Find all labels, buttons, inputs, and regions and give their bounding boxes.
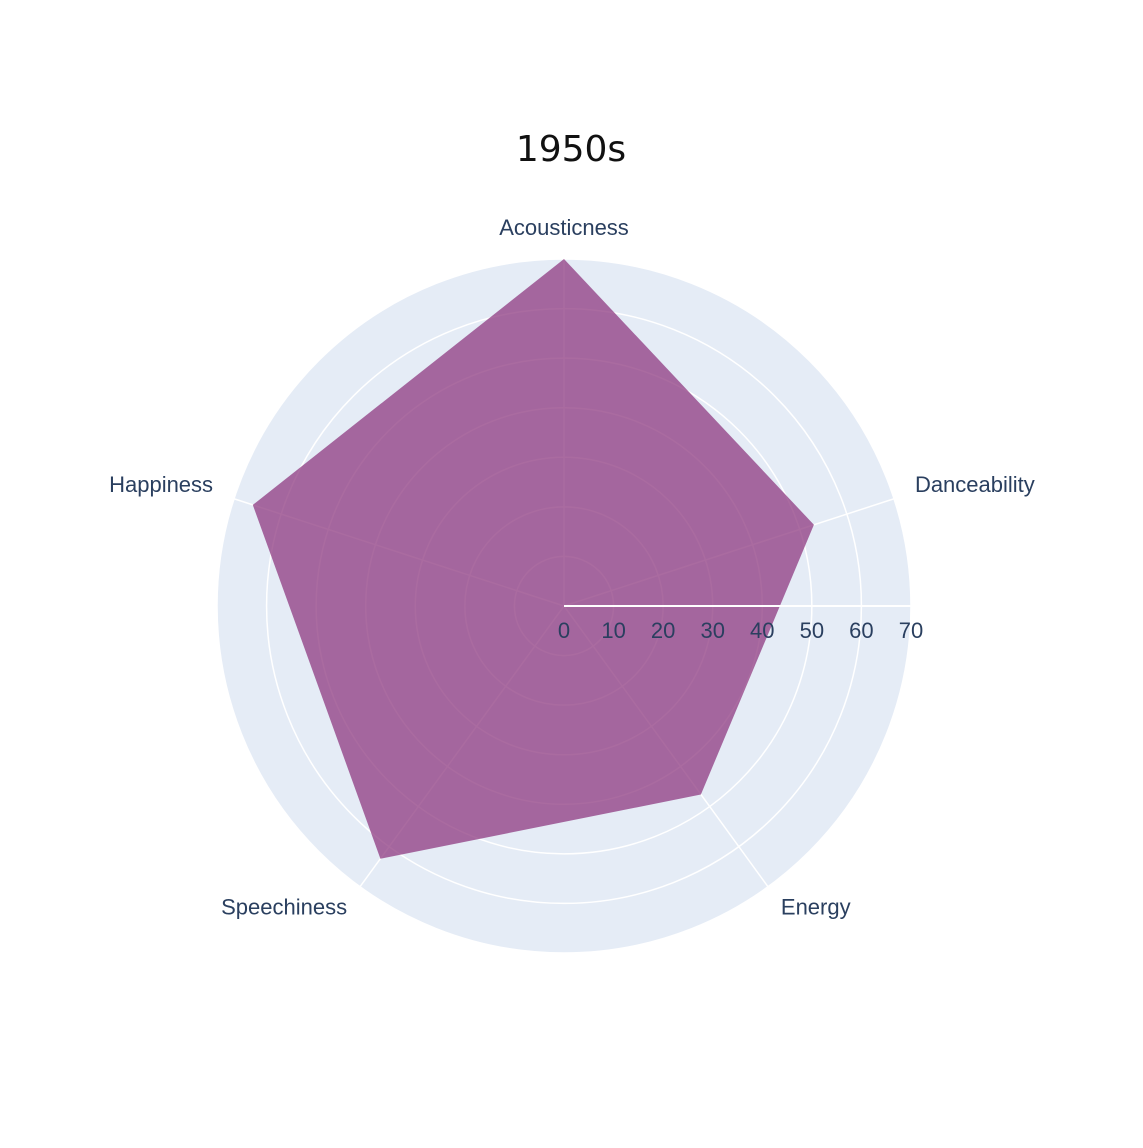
radial-tick-label-20: 20: [651, 618, 675, 643]
radial-tick-label-30: 30: [700, 618, 724, 643]
radial-tick-label-0: 0: [558, 618, 570, 643]
radial-tick-label-60: 60: [849, 618, 873, 643]
category-label-speechiness: Speechiness: [221, 895, 347, 920]
radial-tick-label-70: 70: [899, 618, 923, 643]
radial-tick-label-50: 50: [800, 618, 824, 643]
chart-title: 1950s: [516, 129, 626, 170]
radial-tick-label-10: 10: [601, 618, 625, 643]
category-label-happiness: Happiness: [109, 472, 213, 497]
category-label-danceability: Danceability: [915, 472, 1035, 497]
radial-tick-labels: 0 10 20 30 40 50 60 70: [558, 618, 923, 643]
data-series-area: [252, 259, 814, 859]
category-label-acousticness: Acousticness: [499, 215, 629, 240]
category-labels: Acousticness Danceability Energy Speechines…: [109, 215, 1035, 920]
category-label-energy: Energy: [781, 895, 851, 920]
radial-tick-label-40: 40: [750, 618, 774, 643]
